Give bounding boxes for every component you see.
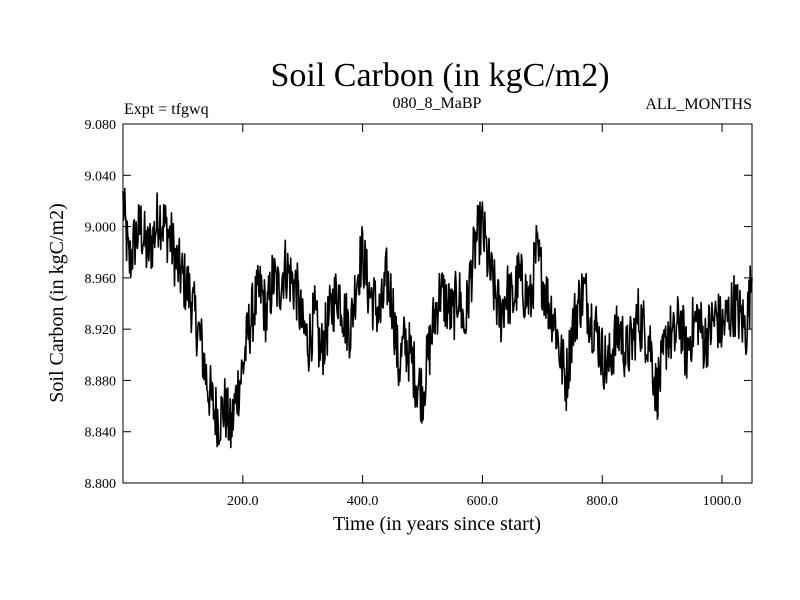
y-tick-label: 9.080	[85, 118, 117, 133]
y-tick-label: 8.800	[85, 477, 117, 492]
y-tick-label: 8.880	[85, 374, 117, 389]
y-tick-label: 9.040	[85, 169, 117, 184]
plot-frame	[122, 123, 753, 484]
x-tick-label: 800.0	[586, 494, 618, 509]
series-line-0	[122, 187, 753, 449]
x-axis: 200.0 400.0 600.0 800.0 1000.0	[227, 124, 741, 509]
y-tick-label: 8.960	[85, 272, 117, 287]
x-tick-label: 600.0	[467, 494, 499, 509]
x-tick-label: 400.0	[347, 494, 379, 509]
subtitle-left: Expt = tfgwq	[124, 101, 209, 118]
y-tick-label: 8.920	[85, 323, 117, 338]
y-axis: 8.800 8.840 8.880 8.920 8.960 9.000 9.040 9.080	[85, 118, 752, 492]
x-axis-label: Time (in years since start)	[333, 513, 541, 535]
subtitle-center: 080_8_MaBP	[393, 95, 482, 112]
x-tick-label: 200.0	[227, 494, 259, 509]
y-axis-label: Soil Carbon (in kgC/m2)	[46, 203, 68, 402]
chart-title: Soil Carbon (in kgC/m2)	[270, 57, 609, 94]
y-tick-label: 9.000	[85, 221, 117, 236]
subtitle-right: ALL_MONTHS	[645, 96, 752, 113]
plot-area	[122, 187, 753, 449]
y-tick-label: 8.840	[85, 426, 117, 441]
x-tick-label: 1000.0	[703, 494, 742, 509]
